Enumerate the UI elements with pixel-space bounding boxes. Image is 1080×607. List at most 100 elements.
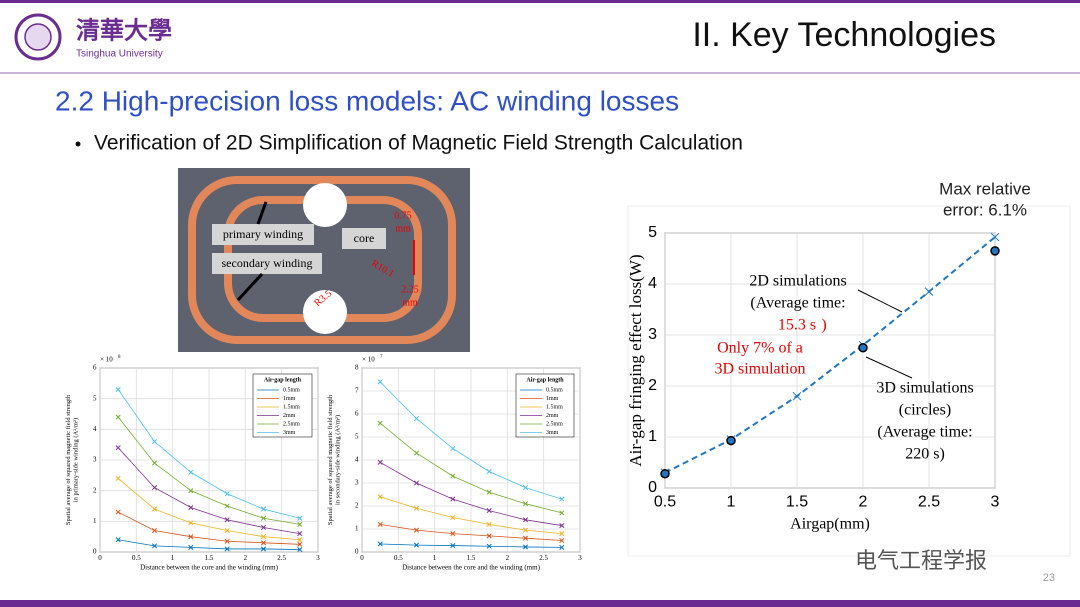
x-tick-label: 3 xyxy=(578,554,582,562)
axis-multiplier: × 10 xyxy=(100,356,113,364)
data-point xyxy=(377,521,383,527)
data-point xyxy=(559,522,565,529)
pointer xyxy=(236,272,264,302)
x-tick-label: 1 xyxy=(433,554,437,562)
legend-label: 1mm xyxy=(283,396,296,402)
chart: 0.5 1 1.5 2 2.5 3 0 1 2 3 4 5 Airgap(mm) Air-gap frin… xyxy=(626,179,1031,532)
x-axis-label: Distance between the core and the windin… xyxy=(402,564,540,572)
data-point xyxy=(151,506,158,512)
legend-box xyxy=(515,373,575,438)
data-point xyxy=(188,469,194,475)
y-tick-label: 4 xyxy=(93,425,97,433)
data-point xyxy=(924,287,934,297)
diagram-label: primary winding xyxy=(223,227,303,241)
data-point xyxy=(486,468,492,475)
label-box xyxy=(212,253,322,274)
data-point xyxy=(224,527,230,534)
data-point xyxy=(377,459,383,465)
bottom-bar xyxy=(0,600,1080,607)
x-axis-label: Airgap(mm) xyxy=(790,515,870,532)
logo-seal xyxy=(14,13,62,61)
data-point xyxy=(450,531,456,537)
diagram-label: core xyxy=(354,231,375,245)
core-hole-top xyxy=(303,183,347,227)
x-tick-label: 2.5 xyxy=(918,494,940,511)
x-tick-label: 2 xyxy=(506,554,510,562)
x-tick-label: 1.5 xyxy=(467,554,476,562)
axis-multiplier: × 10 xyxy=(362,356,375,364)
data-point xyxy=(559,537,565,544)
data-point xyxy=(486,521,492,527)
data-point xyxy=(188,544,194,550)
annotation: (circles) xyxy=(899,402,951,419)
annotation: 220 s) xyxy=(905,446,945,463)
data-point xyxy=(450,473,456,479)
data-point xyxy=(188,504,194,511)
y-tick-label: 5 xyxy=(648,224,657,241)
transformer-diagram: primary winding secondary winding core 0… xyxy=(178,168,470,352)
y-tick-label: 4 xyxy=(648,275,657,292)
x-tick-label: 0.5 xyxy=(394,554,403,562)
data-point xyxy=(522,501,529,507)
y-tick-label: 1 xyxy=(355,525,359,533)
dimension-label: mm xyxy=(395,223,411,234)
data-point xyxy=(151,543,158,549)
data-point xyxy=(224,491,230,497)
annotation: Only 7% of a xyxy=(717,340,803,357)
series-line xyxy=(118,539,300,550)
legend-label: 0.5mm xyxy=(283,387,300,393)
legend-label: 2.5mm xyxy=(283,421,300,427)
logo-sub: Tsinghua University xyxy=(76,49,163,60)
data-point xyxy=(450,445,456,452)
data-point xyxy=(486,508,492,514)
data-point xyxy=(792,391,802,401)
legend-label: 1.5mm xyxy=(283,404,300,410)
data-point xyxy=(990,232,1000,242)
data-point xyxy=(151,439,158,445)
data-point xyxy=(224,517,230,523)
data-point xyxy=(297,521,303,527)
legend-label: 3mm xyxy=(283,430,296,436)
y-axis-label: in primary-side winding (A²/m²) xyxy=(72,418,79,502)
bullet-text: Verification of 2D Simplification of Mag… xyxy=(94,132,743,155)
label-box xyxy=(342,228,386,249)
data-point xyxy=(297,537,303,543)
x-tick-label: 2.5 xyxy=(539,554,548,562)
y-tick-label: 6 xyxy=(93,364,97,372)
data-point xyxy=(450,496,456,502)
y-axis-label: Spatial average of squared magnetic fiel… xyxy=(327,394,334,525)
data-point xyxy=(297,541,303,547)
annotation-arrow xyxy=(865,356,913,379)
data-point xyxy=(297,531,303,537)
legend-title: Air-gap length xyxy=(526,377,564,383)
series-line xyxy=(379,422,562,514)
series-line xyxy=(380,496,562,534)
data-point xyxy=(224,538,230,544)
series-line xyxy=(117,447,300,534)
legend-label: 2mm xyxy=(283,413,296,419)
data-point xyxy=(115,475,121,481)
page-number: 23 xyxy=(1043,572,1055,584)
data-point xyxy=(413,527,420,533)
dimension-label: mm xyxy=(402,297,418,308)
annotation: 15.3 s xyxy=(778,317,816,334)
data-point xyxy=(377,494,383,500)
x-tick-label: 0.5 xyxy=(132,554,141,562)
data-point xyxy=(115,386,121,393)
data-point xyxy=(450,514,456,521)
series-line xyxy=(117,478,300,541)
data-point xyxy=(377,379,383,385)
dimension-label: 0.75 xyxy=(394,210,412,221)
top-bar xyxy=(0,0,1080,3)
x-tick-label: 0 xyxy=(98,554,102,562)
y-tick-label: 0 xyxy=(648,479,657,496)
x-tick-label: 1 xyxy=(727,494,736,511)
x-tick-label: 3 xyxy=(991,494,1000,511)
data-point xyxy=(260,515,267,521)
y-tick-label: 0 xyxy=(93,548,97,556)
data-point xyxy=(522,485,529,491)
legend-label: 1.5mm xyxy=(546,404,563,410)
label-box xyxy=(212,224,314,245)
axis-multiplier-exponent: 8 xyxy=(118,355,121,360)
data-point xyxy=(858,343,868,353)
